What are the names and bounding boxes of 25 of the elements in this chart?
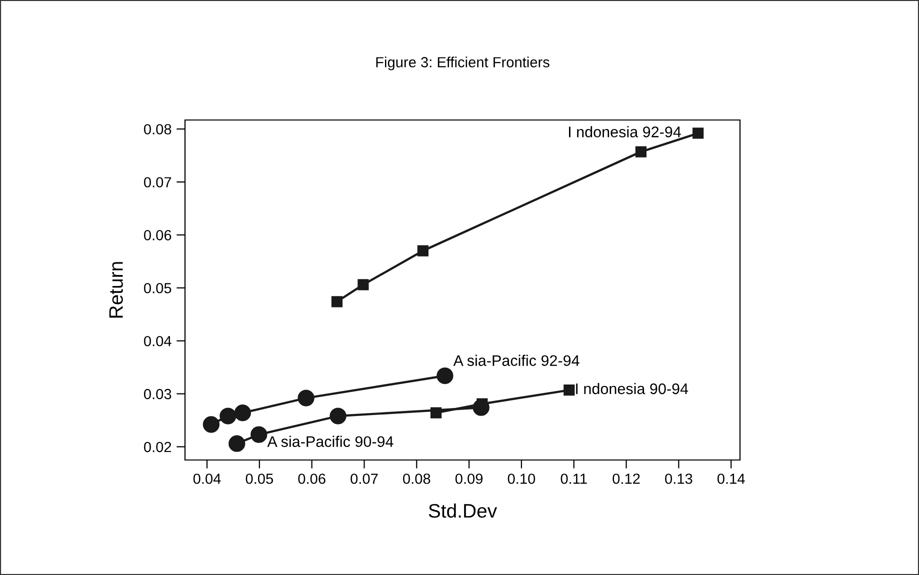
- annotation: A sia-Pacific 92-94: [453, 354, 580, 366]
- x-tick-label: 0.08: [403, 474, 430, 484]
- x-tick-label: 0.09: [455, 474, 483, 484]
- y-tick-label: 0.03: [144, 388, 172, 400]
- y-tick-label: 0.05: [144, 282, 172, 294]
- x-axis-title: Std.Dev: [428, 503, 498, 518]
- x-tick-label: 0.13: [665, 474, 692, 484]
- y-tick-label: 0.02: [144, 442, 172, 452]
- annotation: A sia-Pacific 90-94: [267, 436, 394, 448]
- x-tick-label: 0.11: [560, 474, 587, 484]
- annotation: I ndonesia 92-94: [569, 126, 681, 138]
- y-tick-label: 0.06: [144, 230, 172, 240]
- x-tick-label: 0.14: [717, 474, 745, 484]
- y-tick-label: 0.07: [144, 177, 172, 188]
- chart-title: Figure 3: Efficient Frontiers: [376, 56, 550, 70]
- x-tick-label: 0.12: [612, 474, 640, 484]
- x-tick-label: 0.05: [246, 474, 273, 484]
- x-tick-label: 0.07: [350, 474, 378, 484]
- annotation: I ndonesia 90-94: [576, 382, 688, 394]
- y-axis-title: Return: [109, 262, 123, 318]
- y-tick-label: 0.04: [144, 336, 172, 346]
- x-tick-label: 0.10: [508, 474, 536, 484]
- x-tick-label: 0.06: [298, 474, 326, 484]
- x-tick-label: 0.04: [193, 474, 221, 484]
- y-tick-label: 0.08: [144, 124, 172, 134]
